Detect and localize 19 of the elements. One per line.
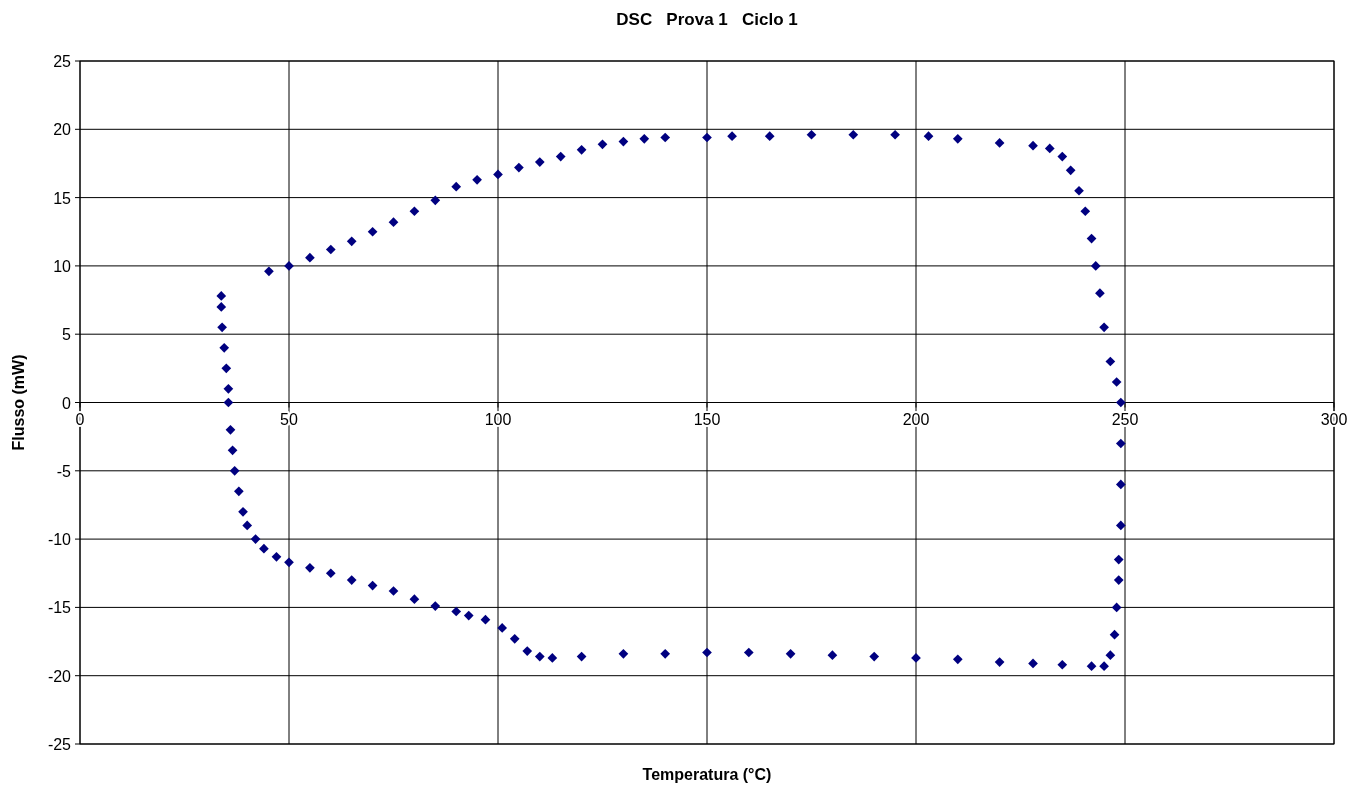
y-tick-label: -15 xyxy=(47,599,72,617)
y-tick-label: 15 xyxy=(53,189,72,207)
y-tick-label: 10 xyxy=(53,257,72,275)
x-tick-label: 150 xyxy=(693,410,721,428)
y-tick-label: 25 xyxy=(53,53,72,70)
x-tick-label: 50 xyxy=(280,410,298,428)
y-tick-label: -25 xyxy=(47,736,72,753)
x-tick-label: 200 xyxy=(902,410,930,428)
x-tick-label: 100 xyxy=(484,410,512,428)
chart-title: DSC Prova 1 Ciclo 1 xyxy=(616,10,798,29)
x-axis-title: Temperatura (°C) xyxy=(642,766,772,783)
y-tick-label: 5 xyxy=(62,326,72,344)
y-tick-label: -20 xyxy=(47,667,72,685)
y-tick-label: -5 xyxy=(56,462,72,480)
y-tick-label: 0 xyxy=(62,394,72,412)
y-tick-label: 20 xyxy=(53,121,72,139)
x-tick-label: 250 xyxy=(1111,410,1139,428)
y-axis-title: Flusso (mW) xyxy=(10,354,27,451)
y-tick-label: -10 xyxy=(47,531,72,549)
